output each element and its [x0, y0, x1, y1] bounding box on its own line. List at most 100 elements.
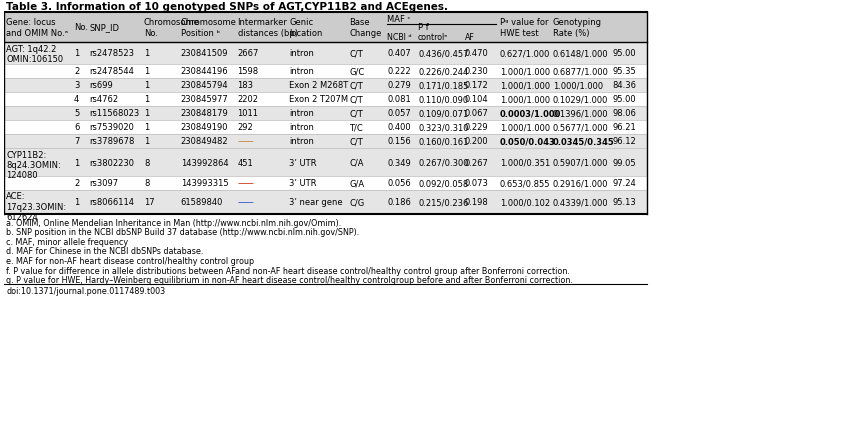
Text: 96.12: 96.12: [612, 137, 636, 146]
Text: rs7539020: rs7539020: [89, 123, 134, 132]
Text: 2202: 2202: [238, 95, 258, 104]
Text: 230841509: 230841509: [181, 49, 228, 58]
Text: 0.092/0.058: 0.092/0.058: [418, 179, 468, 188]
Text: 1: 1: [74, 198, 79, 207]
Text: doi:10.1371/journal.pone.0117489.t003: doi:10.1371/journal.pone.0117489.t003: [6, 287, 165, 296]
Text: Exon 2 T207M: Exon 2 T207M: [289, 95, 349, 104]
Text: intron: intron: [289, 49, 314, 58]
Text: G/A: G/A: [350, 179, 364, 188]
Text: 0.4339/1.000: 0.4339/1.000: [553, 198, 608, 207]
Text: No.: No.: [74, 23, 88, 33]
Text: 451: 451: [238, 158, 253, 167]
Text: 95.00: 95.00: [612, 49, 636, 58]
Text: NCBI ᵈ: NCBI ᵈ: [387, 33, 412, 43]
Text: 0.1396/1.000: 0.1396/1.000: [553, 109, 608, 118]
Text: Intermarker
distances (bp): Intermarker distances (bp): [238, 18, 298, 38]
Text: 230844196: 230844196: [181, 67, 228, 76]
Text: a. OMIM, Online Mendelian Inheritance in Man (http://www.ncbi.nlm.nih.gov/Omim).: a. OMIM, Online Mendelian Inheritance in…: [6, 218, 342, 227]
Text: 292: 292: [238, 123, 253, 132]
Text: 1.000/1.000: 1.000/1.000: [499, 81, 550, 90]
Text: Gene: locus
and OMIM No.ᵃ: Gene: locus and OMIM No.ᵃ: [6, 18, 68, 38]
Text: 0.160/0.161: 0.160/0.161: [418, 137, 468, 146]
Text: 0.056: 0.056: [387, 179, 411, 188]
Text: 99.05: 99.05: [612, 158, 636, 167]
Text: Table 3. Information of 10 genotyped SNPs of AGT,CYP11B2 and ACEgenes.: Table 3. Information of 10 genotyped SNP…: [6, 1, 449, 11]
Text: Pᵍ value for
HWE test: Pᵍ value for HWE test: [499, 18, 548, 38]
Text: SNP_ID: SNP_ID: [89, 23, 119, 33]
Text: C/T: C/T: [350, 95, 363, 104]
Text: 0.279: 0.279: [387, 81, 411, 90]
Text: Chromosome
Position ᵇ: Chromosome Position ᵇ: [181, 18, 237, 38]
Text: 0.050/0.043: 0.050/0.043: [499, 137, 555, 146]
Text: rs3097: rs3097: [89, 179, 118, 188]
Text: 230849190: 230849190: [181, 123, 228, 132]
Text: 0.436/0.457: 0.436/0.457: [418, 49, 468, 58]
Text: 0.215/0.236: 0.215/0.236: [418, 198, 468, 207]
Text: 0.0003/1.000: 0.0003/1.000: [499, 109, 561, 118]
Text: Genic
location: Genic location: [289, 18, 323, 38]
Text: 98.06: 98.06: [612, 109, 636, 118]
Text: 8: 8: [144, 158, 149, 167]
Text: 1: 1: [74, 49, 79, 58]
Text: 1: 1: [144, 137, 149, 146]
Text: 0.222: 0.222: [387, 67, 411, 76]
Text: 3’ near gene: 3’ near gene: [289, 198, 343, 207]
Text: 95.35: 95.35: [612, 67, 636, 76]
Text: C/T: C/T: [350, 109, 363, 118]
Text: 95.00: 95.00: [612, 95, 636, 104]
Text: 0.653/0.855: 0.653/0.855: [499, 179, 550, 188]
Text: 0.267/0.300: 0.267/0.300: [418, 158, 468, 167]
Text: 0.5677/1.000: 0.5677/1.000: [553, 123, 609, 132]
Text: 0.400: 0.400: [387, 123, 411, 132]
Text: b. SNP position in the NCBI dbSNP Build 37 database (http://www.ncbi.nlm.nih.gov: b. SNP position in the NCBI dbSNP Build …: [6, 228, 360, 237]
Text: Exon 2 M268T: Exon 2 M268T: [289, 81, 349, 90]
Text: intron: intron: [289, 109, 314, 118]
Text: AGT: 1q42.2
OMIN:106150: AGT: 1q42.2 OMIN:106150: [6, 44, 64, 64]
Text: 8: 8: [144, 179, 149, 188]
Text: CYP11B2:
8q24.3OMIN:
124080: CYP11B2: 8q24.3OMIN: 124080: [6, 150, 61, 180]
Text: Genotyping
Rate (%): Genotyping Rate (%): [553, 18, 602, 38]
Text: controlᵉ: controlᵉ: [418, 33, 449, 43]
Text: 7: 7: [74, 137, 79, 146]
Text: intron: intron: [289, 137, 314, 146]
Text: 6: 6: [74, 123, 79, 132]
Text: C/T: C/T: [350, 49, 363, 58]
Text: G/C: G/C: [350, 67, 364, 76]
Text: T/C: T/C: [350, 123, 363, 132]
Text: Chromosome
No.: Chromosome No.: [144, 18, 200, 38]
Text: 17: 17: [144, 198, 154, 207]
Text: 143992864: 143992864: [181, 158, 228, 167]
Text: 1: 1: [144, 95, 149, 104]
Text: 0.198: 0.198: [465, 198, 489, 207]
Text: 0.171/0.185: 0.171/0.185: [418, 81, 468, 90]
Text: 3’ UTR: 3’ UTR: [289, 179, 317, 188]
Text: e. MAF for non-AF heart disease control/healthy control group: e. MAF for non-AF heart disease control/…: [6, 256, 254, 265]
Text: rs4762: rs4762: [89, 95, 118, 104]
Text: 230849482: 230849482: [181, 137, 228, 146]
Text: 143993315: 143993315: [181, 179, 228, 188]
Text: 0.323/0.310: 0.323/0.310: [418, 123, 468, 132]
Text: 0.470: 0.470: [465, 49, 489, 58]
Text: 4: 4: [74, 95, 79, 104]
Text: 0.1029/1.000: 0.1029/1.000: [553, 95, 608, 104]
Text: 97.24: 97.24: [612, 179, 636, 188]
Text: 0.229: 0.229: [465, 123, 488, 132]
Text: 1: 1: [144, 109, 149, 118]
Text: intron: intron: [289, 123, 314, 132]
Text: 5: 5: [74, 109, 79, 118]
Text: 0.156: 0.156: [387, 137, 411, 146]
Text: 0.0345/0.345: 0.0345/0.345: [553, 137, 615, 146]
Text: rs2478544: rs2478544: [89, 67, 134, 76]
Text: 0.073: 0.073: [465, 179, 489, 188]
Text: 1: 1: [144, 81, 149, 90]
Text: 0.110/0.090: 0.110/0.090: [418, 95, 468, 104]
Text: ——: ——: [238, 179, 254, 188]
Text: rs3789678: rs3789678: [89, 137, 134, 146]
Text: 0.067: 0.067: [465, 109, 489, 118]
Text: 95.13: 95.13: [612, 198, 636, 207]
Text: 230848179: 230848179: [181, 109, 228, 118]
Text: 0.200: 0.200: [465, 137, 488, 146]
Text: 3: 3: [74, 81, 79, 90]
Text: 183: 183: [238, 81, 254, 90]
Text: 2: 2: [74, 67, 79, 76]
